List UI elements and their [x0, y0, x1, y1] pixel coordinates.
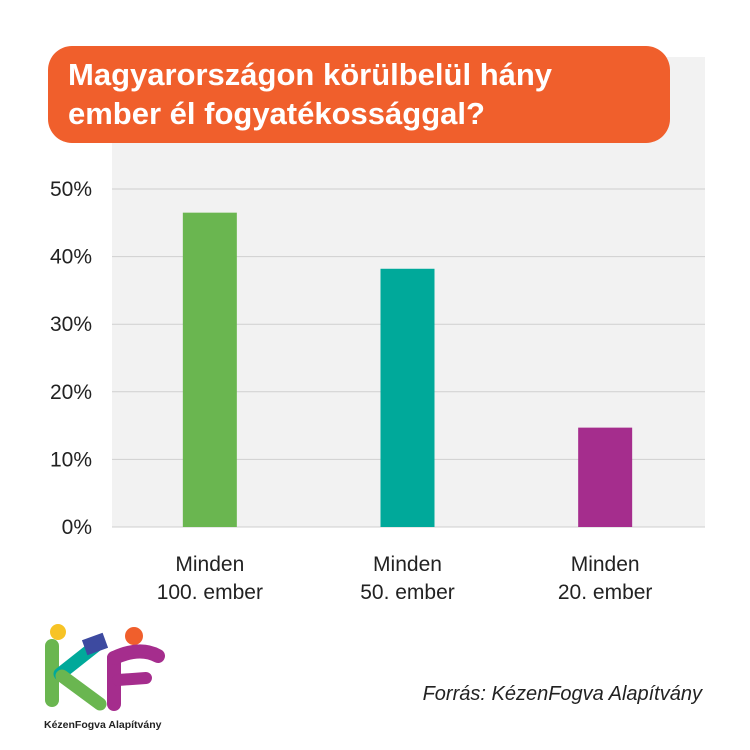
y-tick-label: 20% [50, 381, 92, 404]
y-tick-label: 30% [50, 313, 92, 336]
category-label: 20. ember [558, 581, 653, 604]
kezenfogva-logo-icon: KézenFogva Alapítvány [44, 624, 165, 731]
category-label: Minden [175, 553, 244, 576]
category-label: Minden [571, 553, 640, 576]
chart-title-line-2: ember él fogyatékossággal? [68, 96, 485, 131]
chart-title-line-1: Magyarországon körülbelül hány [68, 57, 553, 92]
svg-text:KézenFogva Alapítvány: KézenFogva Alapítvány [44, 719, 162, 731]
bar [578, 427, 633, 527]
y-tick-label: 10% [50, 448, 92, 471]
y-tick-label: 50% [50, 178, 92, 201]
source-note: Forrás: KézenFogva Alapítvány [422, 683, 702, 705]
bar [182, 212, 237, 527]
bar [380, 268, 435, 527]
y-tick-label: 0% [62, 516, 92, 539]
category-label: 50. ember [360, 581, 455, 604]
y-tick-label: 40% [50, 246, 92, 269]
chart-title: Magyarországon körülbelül hány ember él … [48, 46, 670, 143]
category-label: 100. ember [157, 581, 263, 604]
category-label: Minden [373, 553, 442, 576]
